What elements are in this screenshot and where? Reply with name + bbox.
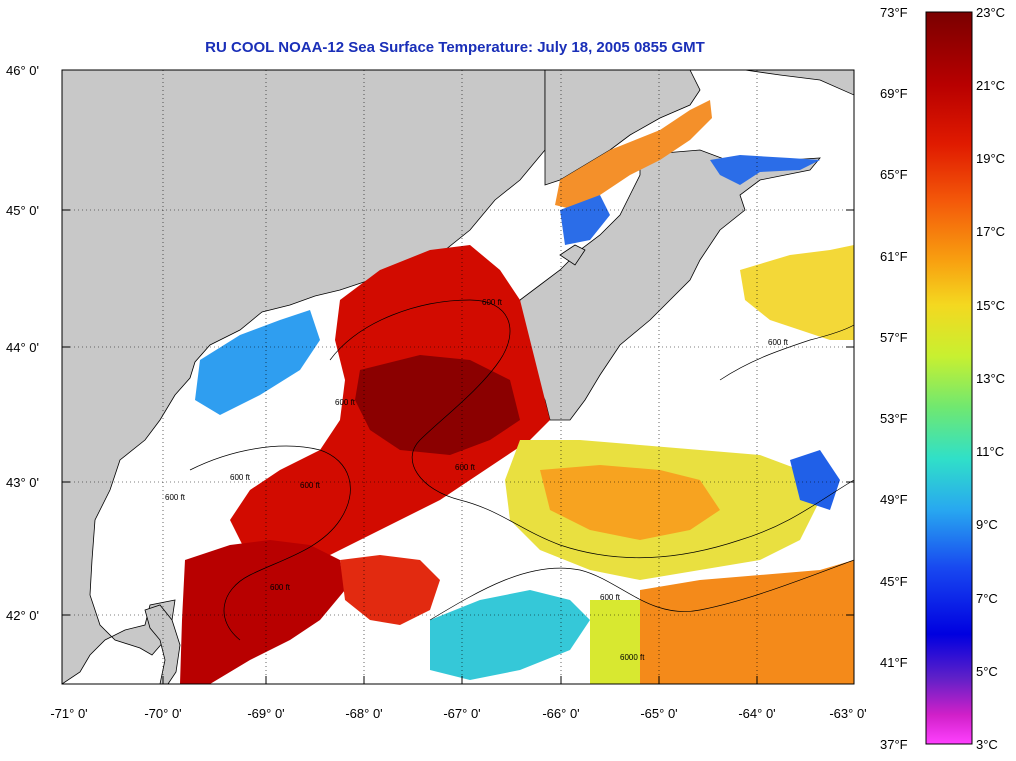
colorbar-gradient — [925, 11, 973, 745]
sst-patch-cape-cod-warm — [180, 540, 345, 684]
colorbar-fahrenheit-labels: 73°F 69°F 65°F 61°F 57°F 53°F 49°F 45°F … — [880, 5, 908, 752]
celsius-label: 7°C — [976, 591, 998, 606]
celsius-label: 23°C — [976, 5, 1005, 20]
contour-label: 600 ft — [270, 583, 291, 592]
sst-patch-east-blue — [790, 450, 840, 510]
celsius-label: 15°C — [976, 298, 1005, 313]
celsius-label: 5°C — [976, 664, 998, 679]
celsius-label: 13°C — [976, 371, 1005, 386]
fahrenheit-label: 53°F — [880, 411, 908, 426]
contour-label: 6000 ft — [620, 653, 645, 662]
contour-label: 600 ft — [335, 398, 356, 407]
contour-label: 600 ft — [455, 463, 476, 472]
contour-label: 600 ft — [300, 481, 321, 490]
lon-tick-label: -68° 0' — [345, 706, 382, 721]
celsius-label: 9°C — [976, 517, 998, 532]
land-grand-manan — [559, 244, 586, 266]
sst-patch-minas-basin — [710, 155, 820, 185]
celsius-label: 21°C — [976, 78, 1005, 93]
contour-labels: 600 ft 600 ft 600 ft 600 ft 600 ft 600 f… — [165, 298, 789, 662]
fahrenheit-label: 49°F — [880, 492, 908, 507]
tick-marks — [62, 69, 854, 684]
isobath-line — [429, 559, 854, 621]
sst-patch-offshore-orange — [540, 465, 720, 540]
celsius-label: 17°C — [976, 224, 1005, 239]
sst-patch-scotian-shelf — [740, 245, 854, 340]
sst-patch-southern-teal — [430, 590, 590, 680]
celsius-label: 11°C — [976, 444, 1004, 459]
lat-tick-label: 45° 0' — [6, 203, 39, 218]
lon-tick-label: -65° 0' — [640, 706, 677, 721]
lon-tick-label: -66° 0' — [542, 706, 579, 721]
isobath-line — [719, 324, 854, 381]
fahrenheit-label: 37°F — [880, 737, 908, 752]
lat-tick-label: 46° 0' — [6, 63, 39, 78]
sst-data-layer — [180, 100, 854, 684]
lon-tick-label: -70° 0' — [144, 706, 181, 721]
contour-label: 600 ft — [165, 493, 186, 502]
fahrenheit-label: 61°F — [880, 249, 908, 264]
map-frame — [61, 69, 855, 685]
contour-label: 600 ft — [230, 473, 251, 482]
latitude-labels: 46° 0' 45° 0' 44° 0' 43° 0' 42° 0' — [6, 63, 39, 623]
lat-tick-label: 43° 0' — [6, 475, 39, 490]
sst-patch-fundy-cool — [560, 195, 610, 245]
lat-tick-label: 44° 0' — [6, 340, 39, 355]
celsius-label: 19°C — [976, 151, 1005, 166]
colorbar-celsius-labels: 23°C 21°C 19°C 17°C 15°C 13°C 11°C 9°C 7… — [976, 5, 1005, 752]
land-nova-scotia — [744, 70, 854, 96]
land-cape-cod — [144, 604, 181, 684]
fahrenheit-label: 69°F — [880, 86, 908, 101]
lon-tick-label: -69° 0' — [247, 706, 284, 721]
map-plot-area: 600 ft 600 ft 600 ft 600 ft 600 ft 600 f… — [62, 70, 854, 684]
lon-tick-label: -64° 0' — [738, 706, 775, 721]
fahrenheit-label: 65°F — [880, 167, 908, 182]
map-title: RU COOL NOAA-12 Sea Surface Temperature:… — [205, 39, 705, 56]
fahrenheit-label: 41°F — [880, 655, 908, 670]
land-new-brunswick — [544, 70, 701, 186]
lon-tick-label: -63° 0' — [829, 706, 866, 721]
contour-label: 600 ft — [600, 593, 621, 602]
colorbar: 73°F 69°F 65°F 61°F 57°F 53°F 49°F 45°F … — [880, 5, 1005, 752]
sst-patch-bay-of-fundy — [555, 100, 712, 210]
land-masses — [62, 70, 854, 684]
longitude-labels: -71° 0' -70° 0' -69° 0' -68° 0' -67° 0' … — [50, 706, 866, 721]
lon-tick-label: -71° 0' — [50, 706, 87, 721]
sst-patch-dark-core — [355, 355, 520, 455]
lat-tick-label: 42° 0' — [6, 608, 39, 623]
sst-patch-slope-yellow — [590, 600, 640, 684]
fahrenheit-label: 73°F — [880, 5, 908, 20]
graticule — [62, 70, 854, 684]
fahrenheit-label: 45°F — [880, 574, 908, 589]
lon-tick-label: -67° 0' — [443, 706, 480, 721]
isobath-line — [329, 299, 854, 559]
sst-patch-southeast-orange — [640, 560, 854, 684]
contour-label: 600 ft — [482, 298, 503, 307]
sst-patch-georges — [340, 555, 440, 625]
fahrenheit-label: 57°F — [880, 330, 908, 345]
sst-patch-coastal-cool — [195, 310, 320, 415]
contour-label: 600 ft — [768, 338, 789, 347]
celsius-label: 3°C — [976, 737, 998, 752]
